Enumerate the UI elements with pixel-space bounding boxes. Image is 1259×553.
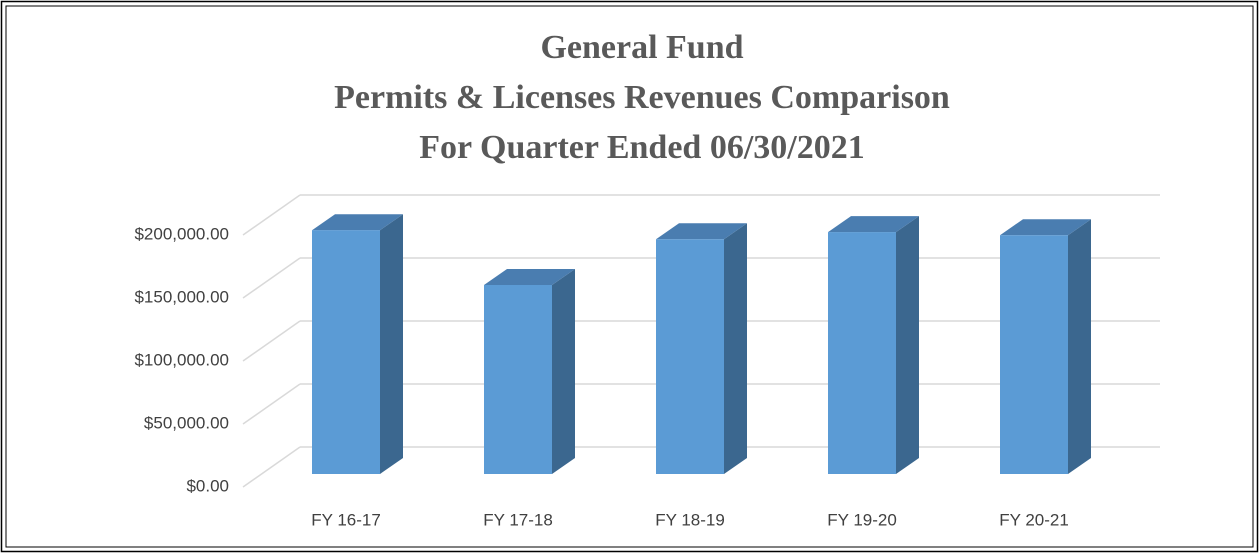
chart-title: For Quarter Ended 06/30/2021 [419,129,864,166]
x-tick-label: FY 17-18 [483,510,553,529]
bar [1000,235,1068,474]
grid-line [242,446,301,488]
inner-border [5,5,1254,548]
y-tick-label: $150,000.00 [134,287,229,306]
y-tick-label: $0.00 [186,476,229,495]
bar-side [380,214,403,474]
bar [828,232,896,474]
x-tick-label: FY 20-21 [999,510,1069,529]
y-tick-label: $50,000.00 [144,413,229,432]
bar-side [552,269,575,474]
chart-title: General Fund [540,29,743,66]
y-tick-label: $200,000.00 [134,224,229,243]
bar-side [896,216,919,474]
x-tick-label: FY 16-17 [311,510,381,529]
bar-side [724,223,747,474]
bar-top [656,223,747,240]
x-tick-label: FY 19-20 [827,510,897,529]
grid-line [242,257,301,299]
x-tick-label: FY 18-19 [655,510,725,529]
bar-top [484,269,575,285]
bar-top [312,214,403,231]
grid-line [242,320,301,362]
grid-line [242,383,301,425]
bar [656,239,724,474]
y-tick-label: $100,000.00 [134,350,229,369]
bar [312,230,380,474]
bar-top [828,216,919,233]
bar-top [1000,219,1091,236]
bar-side [1068,219,1091,474]
chart-title: Permits & Licenses Revenues Comparison [334,79,950,116]
grid-line [242,194,301,236]
bar [484,285,552,474]
